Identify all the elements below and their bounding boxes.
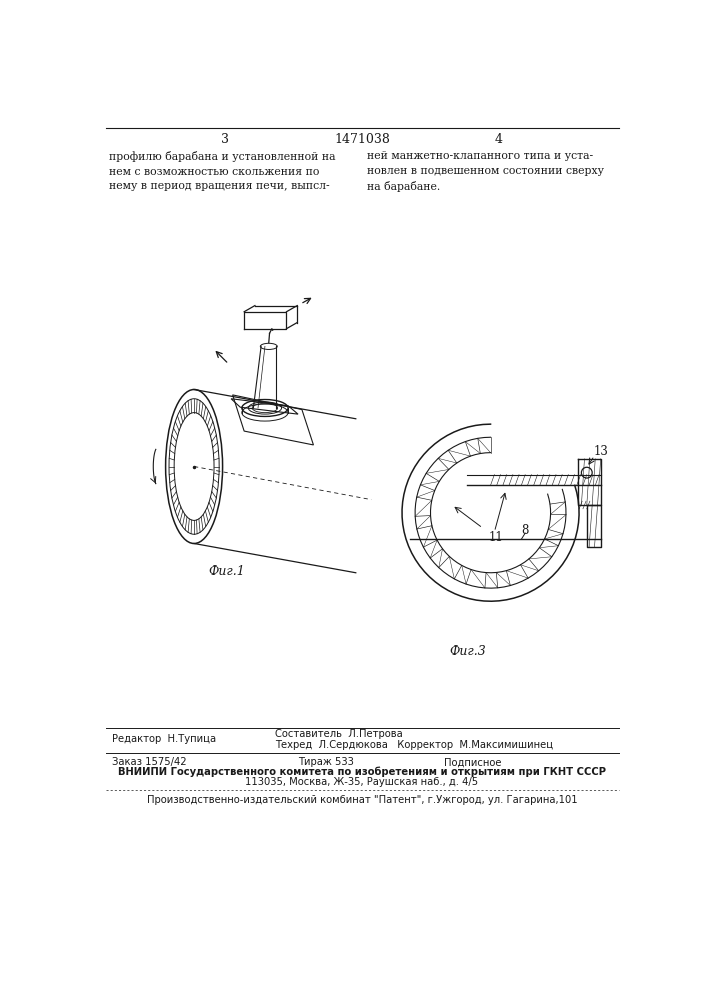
Text: ней манжетно-клапанного типа и уста-
новлен в подвешенном состоянии сверху
на ба: ней манжетно-клапанного типа и уста- нов… xyxy=(368,151,604,192)
Text: ВНИИПИ Государственного комитета по изобретениям и открытиям при ГКНТ СССР: ВНИИПИ Государственного комитета по изоб… xyxy=(118,767,606,777)
Text: Составитель  Л.Петрова: Составитель Л.Петрова xyxy=(275,729,403,739)
Text: Фиг.3: Фиг.3 xyxy=(449,645,486,658)
Text: Подписное: Подписное xyxy=(444,757,502,767)
Text: 113035, Москва, Ж-35, Раушская наб., д. 4/5: 113035, Москва, Ж-35, Раушская наб., д. … xyxy=(245,777,479,787)
Text: Производственно-издательский комбинат "Патент", г.Ужгород, ул. Гагарина,101: Производственно-издательский комбинат "П… xyxy=(146,795,577,805)
Text: 3: 3 xyxy=(221,133,229,146)
Text: Тираж 533: Тираж 533 xyxy=(298,757,354,767)
Text: Фиг.1: Фиг.1 xyxy=(209,565,245,578)
Text: Техред  Л.Сердюкова   Корректор  М.Максимишинец: Техред Л.Сердюкова Корректор М.Максимиши… xyxy=(275,740,553,750)
Text: 8: 8 xyxy=(522,524,529,537)
Text: 13: 13 xyxy=(593,445,608,458)
Text: Редактор  Н.Тупица: Редактор Н.Тупица xyxy=(112,734,216,744)
Text: профилю барабана и установленной на
нем с возможностью скольжения по
нему в пери: профилю барабана и установленной на нем … xyxy=(110,151,336,191)
Text: 4: 4 xyxy=(494,133,502,146)
Text: 11: 11 xyxy=(489,531,503,544)
Text: Заказ 1575/42: Заказ 1575/42 xyxy=(112,757,187,767)
Text: 1471038: 1471038 xyxy=(334,133,390,146)
